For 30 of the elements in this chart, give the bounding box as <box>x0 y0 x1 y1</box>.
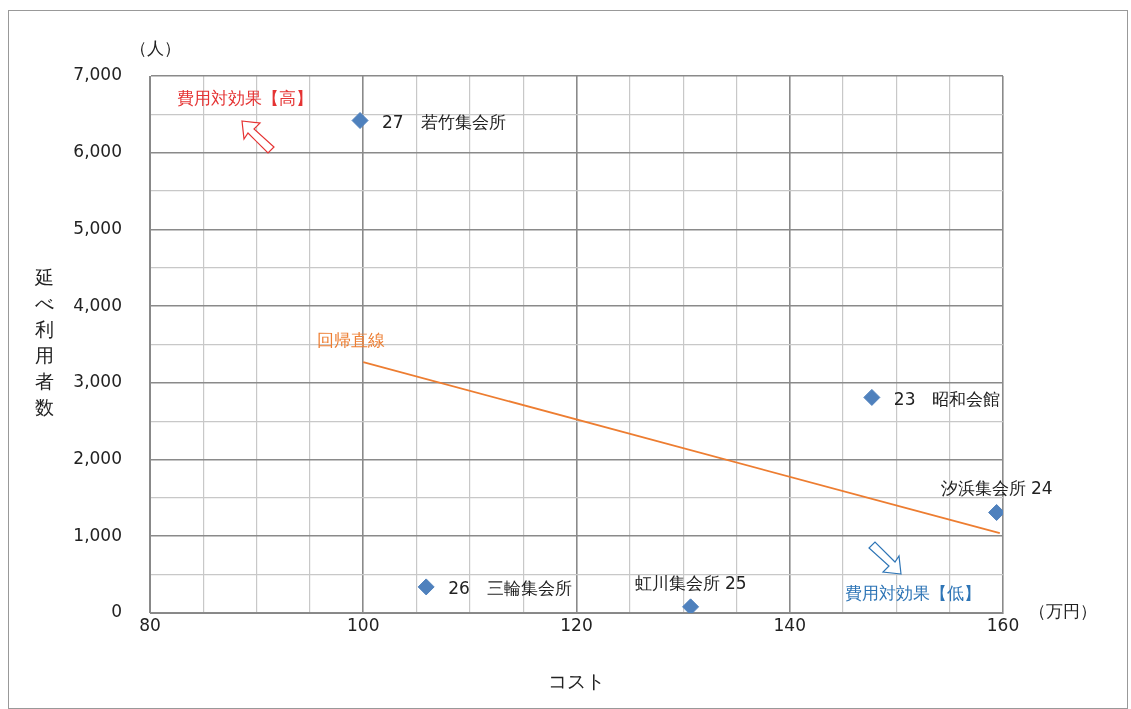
point <box>988 504 1003 521</box>
x-tick-label: 140 <box>773 614 806 635</box>
point <box>351 111 369 129</box>
x-axis-title: コスト <box>548 669 605 692</box>
point <box>417 578 435 596</box>
x-tick-label: 160 <box>986 614 1020 635</box>
y-tick-label: 5,000 <box>73 217 122 238</box>
y-tick-label: 6,000 <box>73 141 122 162</box>
y-tick-label: 0 <box>111 601 122 622</box>
series-label: 回帰直線 <box>317 330 386 351</box>
y-tick-label: 1,000 <box>73 524 122 545</box>
annotation: 費用対効果【高】 <box>177 88 313 109</box>
y-tick-label: 3,000 <box>73 371 122 392</box>
x-tick-label: 100 <box>347 614 380 635</box>
point <box>863 388 881 406</box>
x-tick-label: 80 <box>139 614 161 635</box>
series-label: 汐浜集会所 24 <box>940 478 1053 499</box>
series-label: 23 昭和会館 <box>893 388 1001 409</box>
series-label: 26 三輪集会所 <box>448 578 572 599</box>
annotation: 費用対効果【低】 <box>845 583 981 604</box>
y-tick-label: 7,000 <box>73 64 122 85</box>
point <box>682 598 700 613</box>
series-label: 虹川集会所 25 <box>634 572 747 593</box>
text: （万円） <box>1029 601 1097 622</box>
series-label: 27 若竹集会所 <box>382 111 506 132</box>
text: （人） <box>129 38 181 59</box>
y-tick-label: 4,000 <box>73 294 122 315</box>
x-tick-label: 120 <box>560 614 593 635</box>
y-axis-title: 延べ利用者数 <box>33 266 54 419</box>
y-tick-label: 2,000 <box>73 447 122 468</box>
